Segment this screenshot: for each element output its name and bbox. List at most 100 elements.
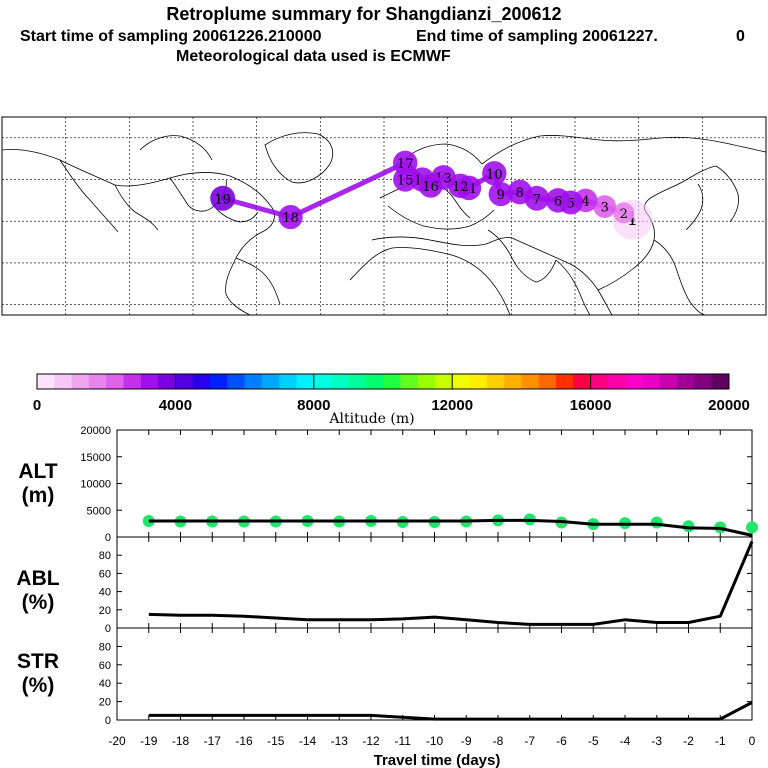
panel-unit: (m): [22, 484, 55, 507]
colorbar-cell: [244, 374, 263, 389]
x-tick-label: -13: [331, 734, 349, 748]
altitude-colorbar: 0 4000 8000 12000 16000 20000 Altitude (m): [33, 373, 750, 427]
trajectory-map: 12345678910111213141516171819: [1, 116, 767, 316]
colorbar-cell: [37, 374, 55, 389]
colorbar-cell: [123, 374, 142, 389]
colorbar-cell: [279, 374, 297, 389]
plume-markers: 12345678910111213141516171819: [210, 150, 653, 240]
panel-str: 0 20 40 60 80 STR(%): [17, 627, 753, 727]
panel-frame: [116, 627, 753, 721]
plume-marker-label: 3: [601, 201, 609, 216]
colorbar-cell: [659, 374, 678, 389]
colorbar-cell: [88, 374, 107, 389]
colorbar-cell: [573, 374, 592, 389]
x-tick-label: -5: [588, 734, 599, 748]
colorbar-cell: [140, 374, 159, 389]
plume-marker: [418, 173, 443, 198]
y-tick-label: 80: [99, 641, 111, 653]
panel-unit: (%): [22, 674, 55, 697]
colorbar-cell: [106, 374, 124, 389]
x-tick-label: -15: [267, 734, 285, 748]
colorbar-cell: [677, 374, 695, 389]
plume-marker-label: 18: [282, 211, 299, 226]
plume-marker-label: 12: [452, 180, 469, 195]
plume-marker: [278, 204, 303, 230]
colorbar-cell: [331, 374, 349, 389]
plume-marker-label: 10: [486, 167, 503, 182]
colorbar-cell: [607, 374, 626, 389]
x-tick-label: -19: [140, 734, 158, 748]
end-time-suffix: 0: [736, 28, 745, 45]
colorbar-cell: [694, 374, 713, 389]
plume-marker: [210, 185, 236, 211]
colorbar-cell: [71, 374, 90, 389]
x-tick-label: -6: [556, 734, 567, 748]
x-tick-label: -12: [362, 734, 380, 748]
x-tick-label: -1: [715, 734, 726, 748]
plume-marker: [593, 195, 617, 219]
series-line-alt: [148, 518, 753, 537]
x-tick-label: -8: [493, 734, 504, 748]
y-tick-label: 60: [99, 660, 111, 672]
plume-marker-label: 7: [533, 192, 541, 207]
colorbar-cell: [175, 374, 194, 389]
colorbar-cell: [400, 374, 419, 389]
colorbar-cell: [486, 374, 505, 389]
colorbar-cell: [521, 374, 540, 389]
colorbar-cell: [538, 374, 557, 389]
panel-unit: (%): [22, 591, 55, 614]
y-tick-label: 80: [99, 550, 111, 562]
colorbar-cell: [296, 374, 315, 389]
y-tick-label: 0: [105, 715, 111, 727]
panel-label: ALT: [18, 460, 57, 483]
x-tick-label: -17: [204, 734, 222, 748]
y-tick-label: 20000: [80, 425, 111, 437]
colorbar-cell: [711, 374, 730, 389]
y-tick-label: 15000: [80, 452, 111, 464]
met-data-label: Meteorological data used is ECMWF: [176, 48, 451, 65]
colorbar-tick-label: 16000: [570, 397, 612, 414]
y-tick-label: 0: [105, 623, 111, 635]
y-tick-label: 60: [99, 568, 111, 580]
colorbar-title: Altitude (m): [328, 411, 414, 427]
start-time-label: Start time of sampling 20061226.210000: [20, 28, 322, 45]
plume-marker-label: 16: [422, 180, 439, 195]
colorbar-cell: [417, 374, 436, 389]
y-tick-label: 20: [99, 697, 111, 709]
alt-marker: [746, 521, 758, 534]
colorbar-cell: [348, 374, 367, 389]
colorbar-tick-label: 0: [33, 397, 41, 414]
colorbar-cell: [556, 374, 574, 389]
plume-marker-label: 4: [581, 194, 589, 209]
colorbar-cell: [54, 374, 73, 389]
colorbar-cell: [313, 374, 332, 389]
colorbar-cell: [261, 374, 280, 389]
x-tick-label: -16: [235, 734, 253, 748]
plume-marker-label: 5: [567, 196, 575, 211]
colorbar-cell: [452, 374, 470, 389]
x-tick-label: -11: [395, 734, 412, 748]
plume-marker-label: 17: [397, 157, 414, 172]
plume-marker-label: 19: [214, 192, 231, 207]
colorbar-cell: [434, 374, 453, 389]
colorbar-cell: [227, 374, 246, 389]
colorbar-cell: [504, 374, 522, 389]
x-tick-label: -10: [426, 734, 444, 748]
x-tick-label: -4: [620, 734, 631, 748]
colorbar-tick-label: 4000: [159, 397, 192, 414]
panel-label: ABL: [16, 567, 59, 590]
series-line-str: [148, 701, 753, 721]
panel-label: STR: [17, 650, 59, 673]
colorbar-cell: [590, 374, 609, 389]
panel-abl: 0 20 40 60 80 ABL(%): [16, 536, 754, 635]
plume-marker: [482, 161, 507, 186]
plume-marker-label: 15: [397, 174, 414, 189]
figure-title: Retroplume summary for Shangdianzi_20061…: [166, 4, 561, 24]
y-tick-label: 5000: [87, 505, 111, 517]
plume-marker: [507, 179, 533, 205]
x-tick-label: -18: [172, 734, 190, 748]
colorbar-tick-label: 8000: [297, 397, 330, 414]
alt-marker: [142, 514, 155, 527]
plume-marker-label: 8: [516, 186, 524, 201]
